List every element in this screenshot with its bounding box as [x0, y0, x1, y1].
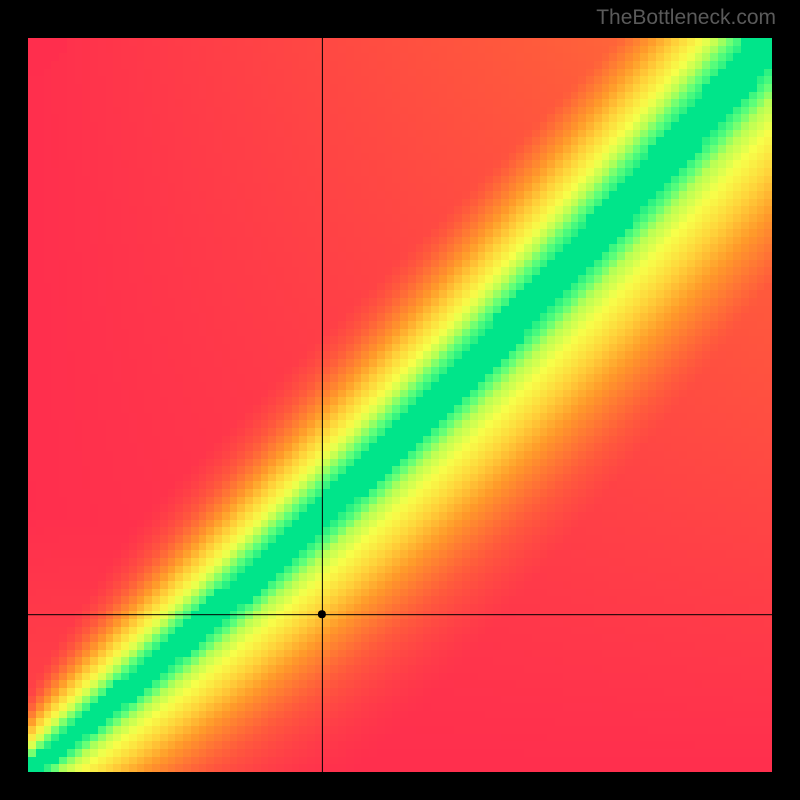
plot-area	[28, 38, 772, 772]
chart-stage: TheBottleneck.com	[0, 0, 800, 800]
watermark-text: TheBottleneck.com	[596, 6, 776, 30]
heatmap-canvas	[28, 38, 772, 772]
